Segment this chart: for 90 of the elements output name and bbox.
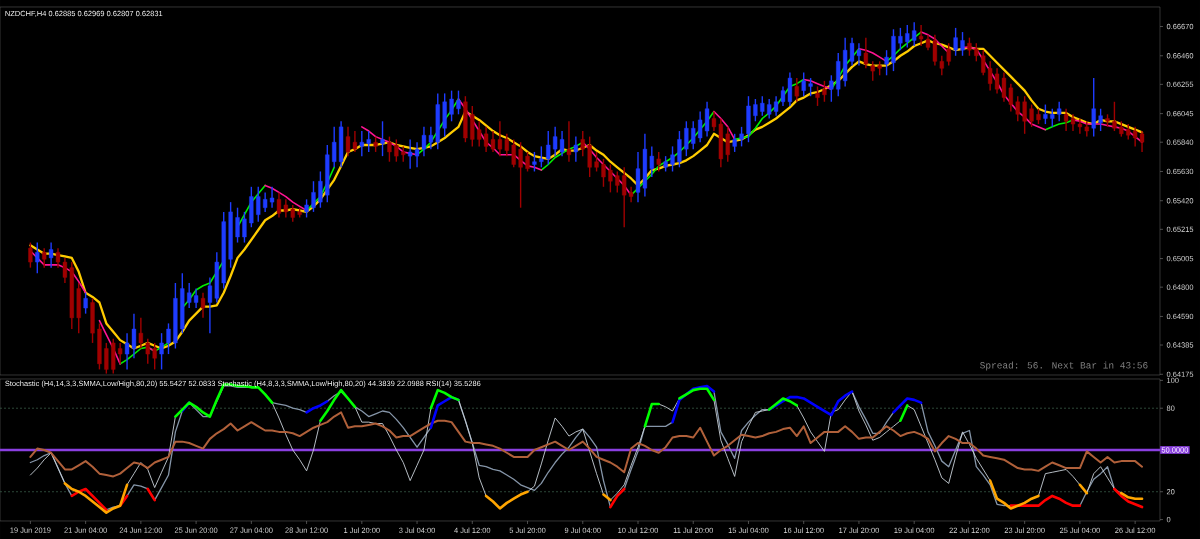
candlestick: [539, 145, 544, 168]
candlestick: [967, 36, 972, 57]
candlestick: [35, 241, 40, 274]
candlestick: [235, 207, 240, 244]
candlestick: [1091, 77, 1096, 138]
candlestick: [1022, 95, 1027, 135]
candlestick: [870, 60, 875, 82]
candlestick: [193, 287, 199, 309]
candlestick: [587, 135, 592, 178]
candlestick: [207, 276, 213, 334]
candlestick: [801, 71, 806, 97]
candlestick: [1050, 108, 1055, 128]
candlestick: [42, 247, 47, 269]
candlestick: [898, 27, 903, 51]
candlestick: [387, 135, 392, 163]
candlestick: [725, 126, 730, 163]
candlestick: [311, 180, 316, 213]
candlestick: [946, 42, 951, 67]
candlestick: [104, 342, 109, 375]
candlestick: [628, 186, 634, 203]
candlestick: [939, 55, 944, 76]
candlestick: [905, 24, 910, 49]
candlestick: [532, 151, 537, 173]
candlestick: [200, 292, 206, 319]
candlestick: [953, 27, 958, 57]
candlestick: [449, 89, 454, 122]
candlestick: [691, 120, 696, 150]
candlestick: [525, 151, 530, 173]
candlestick: [1084, 120, 1089, 138]
candlestick: [159, 332, 164, 371]
candlestick: [1112, 101, 1117, 132]
candlestick: [511, 138, 516, 168]
candlestick: [28, 241, 33, 269]
candlestick: [359, 130, 364, 157]
candlestick: [118, 342, 123, 365]
candlestick: [1098, 108, 1103, 132]
candlestick: [145, 338, 150, 365]
candlestick: [394, 138, 399, 163]
candlestick: [83, 292, 88, 315]
candlestick: [504, 133, 509, 157]
annotation: Spread: 56. Next Bar in 43:56: [980, 361, 1148, 371]
candlestick: [863, 36, 868, 70]
candlestick: [732, 133, 737, 153]
candlestick: [166, 322, 171, 355]
candlestick: [546, 130, 551, 166]
candlestick: [656, 151, 661, 173]
candlestick: [794, 77, 799, 103]
candlestick: [1043, 103, 1048, 125]
candlestick: [884, 49, 889, 76]
candlestick: [649, 145, 654, 178]
candlestick: [960, 31, 965, 57]
candlestick: [256, 186, 261, 223]
candlestick: [1015, 95, 1020, 122]
candlestick: [760, 95, 765, 117]
candlestick: [767, 98, 772, 120]
candlestick: [677, 130, 682, 168]
candlestick: [912, 21, 917, 47]
candlestick: [456, 89, 461, 116]
candlestick: [304, 198, 309, 219]
candlestick: [477, 120, 482, 148]
candlestick: [1057, 101, 1062, 122]
candlestick: [594, 151, 599, 173]
candlestick: [138, 317, 143, 350]
candlestick: [318, 170, 323, 209]
candlestick: [573, 135, 578, 163]
candlestick: [684, 120, 689, 157]
candlestick: [518, 141, 523, 209]
candlestick: [822, 80, 827, 103]
candlestick: [739, 126, 744, 148]
candlestick: [152, 342, 157, 371]
candlestick: [187, 282, 192, 309]
candlestick: [622, 166, 627, 228]
candlestick: [808, 77, 813, 97]
candlestick: [815, 85, 820, 107]
candlestick: [601, 158, 606, 188]
candlestick: [48, 241, 54, 269]
candlestick: [1029, 103, 1034, 128]
candlestick: [753, 98, 758, 122]
candlestick: [670, 145, 675, 173]
candlestick: [380, 120, 385, 157]
candlestick: [608, 163, 613, 194]
candlestick: [580, 130, 585, 157]
candlestick: [332, 126, 337, 168]
candlestick: [829, 74, 834, 103]
candlestick: [615, 170, 620, 194]
candlestick: [974, 42, 979, 63]
candlestick: [242, 211, 247, 244]
candlestick: [366, 130, 371, 153]
candlestick: [981, 49, 986, 76]
candlestick: [566, 120, 572, 163]
